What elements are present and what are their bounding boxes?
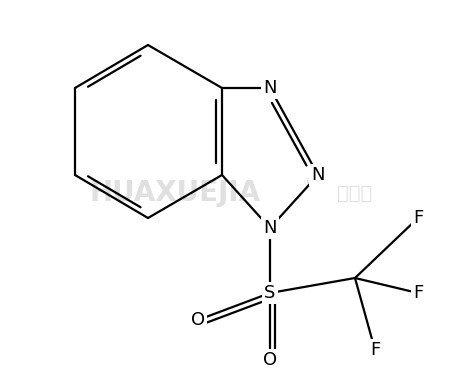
Text: 化学加: 化学加 xyxy=(337,184,372,203)
Text: HUAXUEJIA: HUAXUEJIA xyxy=(89,179,260,207)
Text: ®: ® xyxy=(302,178,313,188)
Text: O: O xyxy=(190,311,205,329)
Text: F: F xyxy=(412,209,422,227)
Text: S: S xyxy=(264,284,275,302)
Text: F: F xyxy=(412,284,422,302)
Text: N: N xyxy=(311,166,324,184)
Text: N: N xyxy=(263,219,276,237)
Text: O: O xyxy=(262,351,277,369)
Text: F: F xyxy=(369,341,379,359)
Text: N: N xyxy=(263,79,276,97)
